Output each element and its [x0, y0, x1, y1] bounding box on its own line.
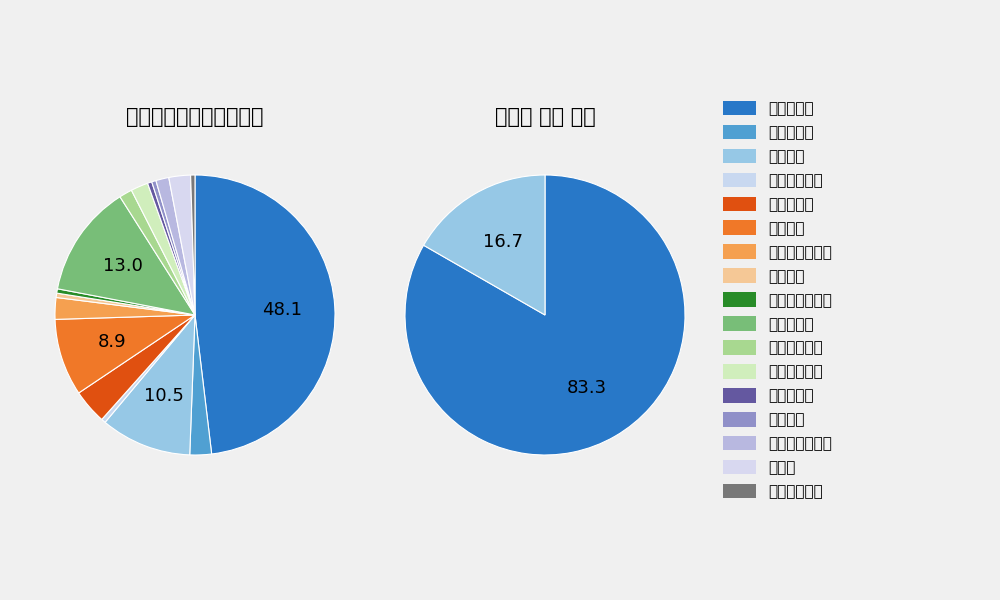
Wedge shape: [56, 293, 195, 315]
Text: 10.5: 10.5: [144, 387, 184, 405]
Wedge shape: [120, 190, 195, 315]
Wedge shape: [152, 181, 195, 315]
Wedge shape: [405, 175, 685, 455]
Title: セ・リーグ全プレイヤー: セ・リーグ全プレイヤー: [126, 107, 264, 127]
Legend: ストレート, ツーシーム, シュート, カットボール, スプリット, フォーク, チェンジアップ, シンカー, 高速スライダー, スライダー, 縦スライダー, : ストレート, ツーシーム, シュート, カットボール, スプリット, フォーク,…: [723, 101, 832, 499]
Wedge shape: [57, 197, 195, 315]
Wedge shape: [105, 315, 195, 455]
Text: 8.9: 8.9: [98, 332, 127, 350]
Text: 16.7: 16.7: [483, 233, 523, 251]
Wedge shape: [79, 315, 195, 419]
Wedge shape: [148, 182, 195, 315]
Wedge shape: [191, 175, 195, 315]
Wedge shape: [57, 289, 195, 315]
Wedge shape: [102, 315, 195, 422]
Text: 48.1: 48.1: [262, 301, 302, 319]
Text: 83.3: 83.3: [567, 379, 607, 397]
Wedge shape: [190, 315, 212, 455]
Wedge shape: [156, 178, 195, 315]
Title: 大瀬良 大地 選手: 大瀬良 大地 選手: [495, 107, 595, 127]
Wedge shape: [131, 183, 195, 315]
Wedge shape: [55, 298, 195, 319]
Wedge shape: [195, 175, 335, 454]
Text: 13.0: 13.0: [103, 257, 143, 275]
Wedge shape: [169, 175, 195, 315]
Wedge shape: [424, 175, 545, 315]
Wedge shape: [55, 315, 195, 393]
